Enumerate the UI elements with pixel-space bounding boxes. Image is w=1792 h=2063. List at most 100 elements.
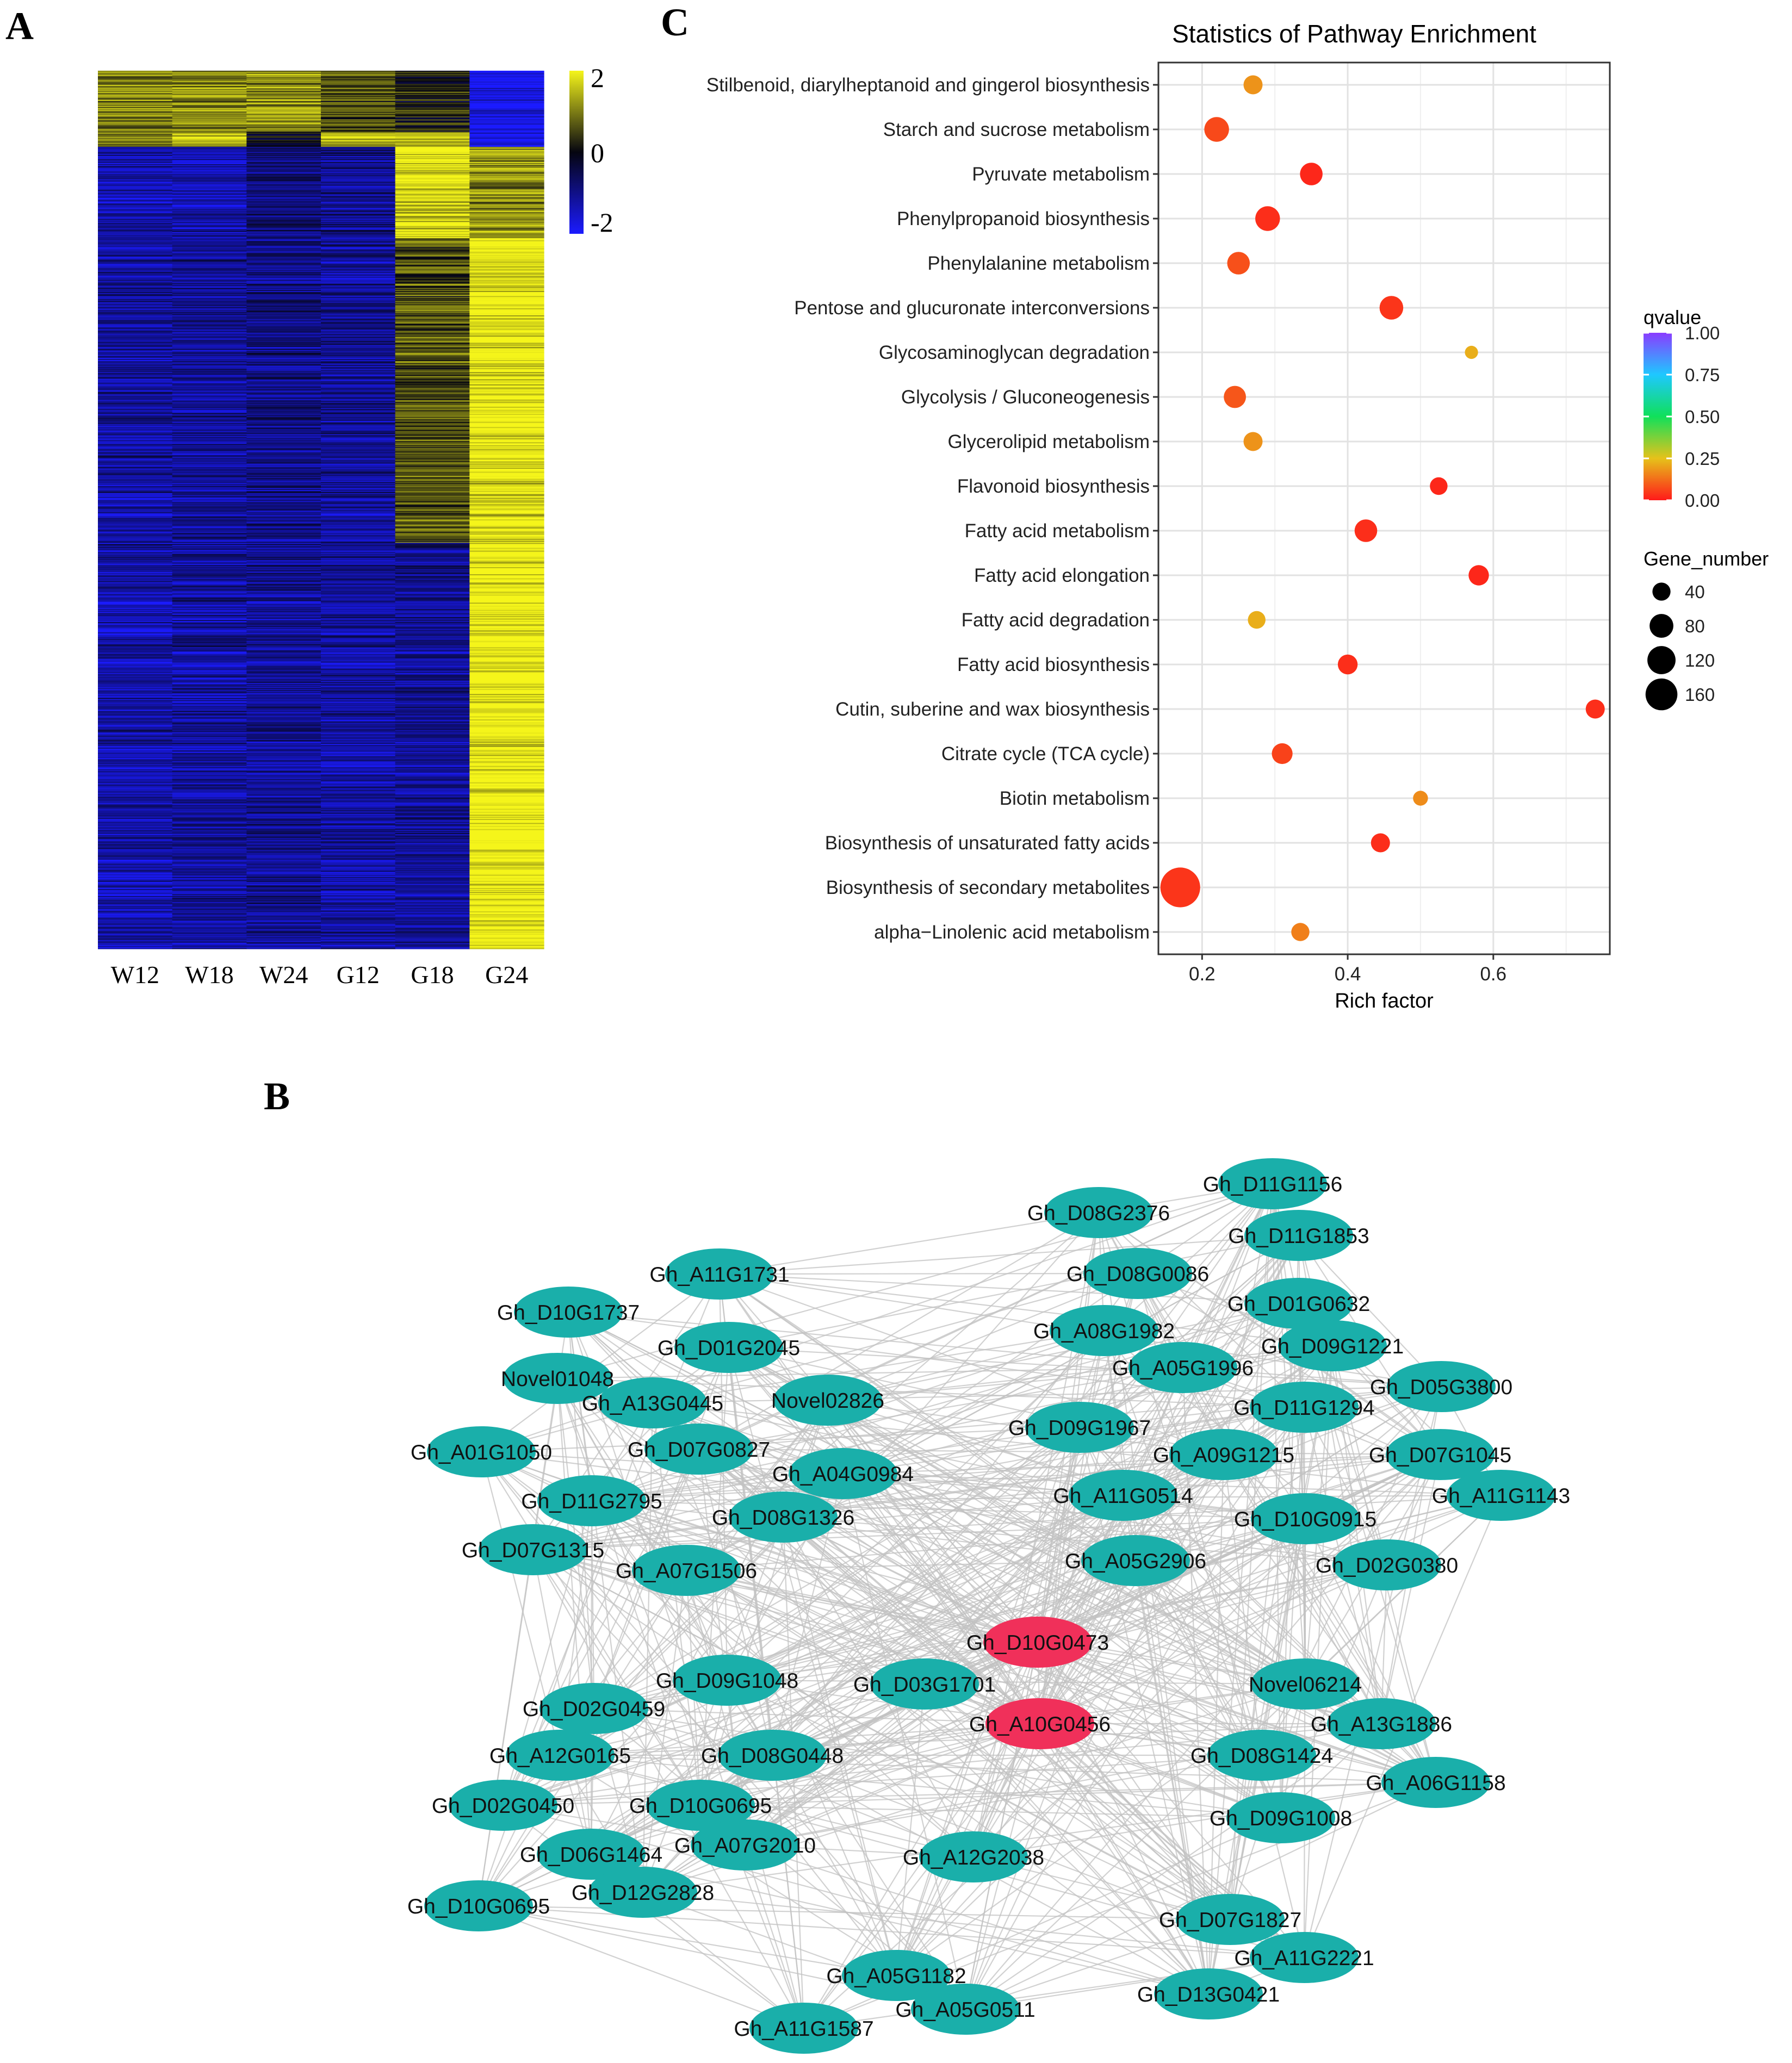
heatmap-cell <box>321 762 396 763</box>
heatmap-cell <box>98 345 173 346</box>
heatmap-cell <box>469 598 544 599</box>
heatmap-cell <box>469 406 544 407</box>
heatmap-cell <box>98 577 173 579</box>
heatmap-cell <box>246 512 321 514</box>
heatmap-cell <box>469 230 544 232</box>
heatmap-cell <box>246 94 321 96</box>
heatmap-cell <box>172 848 247 850</box>
heatmap-cell <box>395 664 470 666</box>
heatmap-cell <box>172 326 247 328</box>
heatmap-cell <box>395 392 470 394</box>
heatmap-cell <box>321 322 396 324</box>
heatmap-cell <box>395 201 470 203</box>
heatmap-cell <box>246 626 321 627</box>
heatmap-cell <box>321 156 396 158</box>
heatmap-cell <box>395 441 470 443</box>
heatmap-cell <box>395 519 470 521</box>
heatmap-cell <box>172 277 247 279</box>
heatmap-cell <box>321 307 396 309</box>
heatmap-cell <box>395 911 470 913</box>
heatmap-cell <box>469 523 544 525</box>
heatmap-cell <box>172 757 247 760</box>
heatmap-cell <box>469 403 544 405</box>
heatmap-cell <box>98 147 173 148</box>
heatmap-cell <box>246 890 321 892</box>
heatmap-cell <box>321 279 396 282</box>
heatmap-cell <box>395 728 470 730</box>
heatmap-cell <box>98 295 173 297</box>
heatmap-cell <box>469 881 544 884</box>
heatmap-cell <box>321 821 396 823</box>
heatmap-cell <box>246 766 321 768</box>
heatmap-cell <box>469 608 544 611</box>
heatmap-cell <box>321 727 396 729</box>
heatmap-cell <box>469 422 544 424</box>
heatmap-cell <box>321 470 396 473</box>
heatmap-cell <box>321 540 396 542</box>
heatmap-cell <box>321 219 396 221</box>
heatmap-cell <box>246 538 321 540</box>
heatmap-cell <box>172 174 247 176</box>
heatmap-cell <box>98 761 173 763</box>
heatmap-cell <box>172 408 247 411</box>
heatmap-cell <box>98 633 173 635</box>
heatmap-cell <box>395 705 470 707</box>
heatmap-cell <box>395 836 470 838</box>
heatmap-cell <box>321 680 396 681</box>
heatmap-cell <box>469 718 544 720</box>
heatmap-cell <box>395 872 470 873</box>
heatmap-cell <box>98 524 173 526</box>
heatmap-cell <box>246 263 321 265</box>
heatmap-cell <box>321 221 396 222</box>
heatmap-cell <box>469 635 544 637</box>
heatmap-cell <box>98 125 173 127</box>
heatmap-cell <box>469 664 544 666</box>
heatmap-cell <box>246 851 321 853</box>
heatmap-cell <box>98 892 173 893</box>
heatmap-cell <box>321 131 396 132</box>
heatmap-cell <box>321 583 396 585</box>
heatmap-cell <box>98 869 173 871</box>
heatmap-cell <box>321 278 396 281</box>
heatmap-cell <box>172 103 247 105</box>
heatmap-cell <box>395 894 470 896</box>
heatmap-cell <box>246 569 321 571</box>
heatmap-cell <box>172 685 247 687</box>
heatmap-cell <box>172 720 247 722</box>
heatmap-cell <box>321 114 396 116</box>
heatmap-cell <box>395 504 470 506</box>
heatmap-cell <box>395 735 470 736</box>
heatmap-cell <box>98 352 173 353</box>
heatmap-cell <box>321 902 396 904</box>
heatmap-cell <box>98 855 173 857</box>
heatmap-cell <box>321 231 396 233</box>
heatmap-cell <box>98 743 173 745</box>
heatmap-cell <box>469 799 544 801</box>
heatmap-cell <box>469 116 544 118</box>
heatmap-cell <box>395 649 470 651</box>
heatmap-cell <box>98 166 173 167</box>
heatmap-cell <box>98 394 173 396</box>
heatmap-cell <box>321 511 396 513</box>
heatmap-cell <box>321 288 396 290</box>
heatmap-cell <box>172 587 247 589</box>
heatmap-cell <box>321 182 396 184</box>
heatmap-cell <box>98 247 173 249</box>
heatmap-cell <box>321 792 396 794</box>
heatmap-cell <box>98 477 173 480</box>
heatmap-cell <box>172 678 247 679</box>
heatmap-cell <box>395 856 470 858</box>
heatmap-cell <box>98 786 173 788</box>
heatmap-cell <box>246 825 321 827</box>
heatmap-cell <box>395 827 470 829</box>
heatmap-cell <box>172 71 247 73</box>
heatmap-cell <box>469 798 544 800</box>
heatmap-cell <box>172 780 247 782</box>
heatmap-cell <box>469 886 544 887</box>
heatmap-cell <box>98 697 173 699</box>
heatmap-cell <box>246 448 321 450</box>
heatmap-cell <box>172 248 247 250</box>
heatmap-cell <box>246 652 321 654</box>
heatmap-cell <box>246 247 321 249</box>
heatmap-cell <box>98 116 173 118</box>
